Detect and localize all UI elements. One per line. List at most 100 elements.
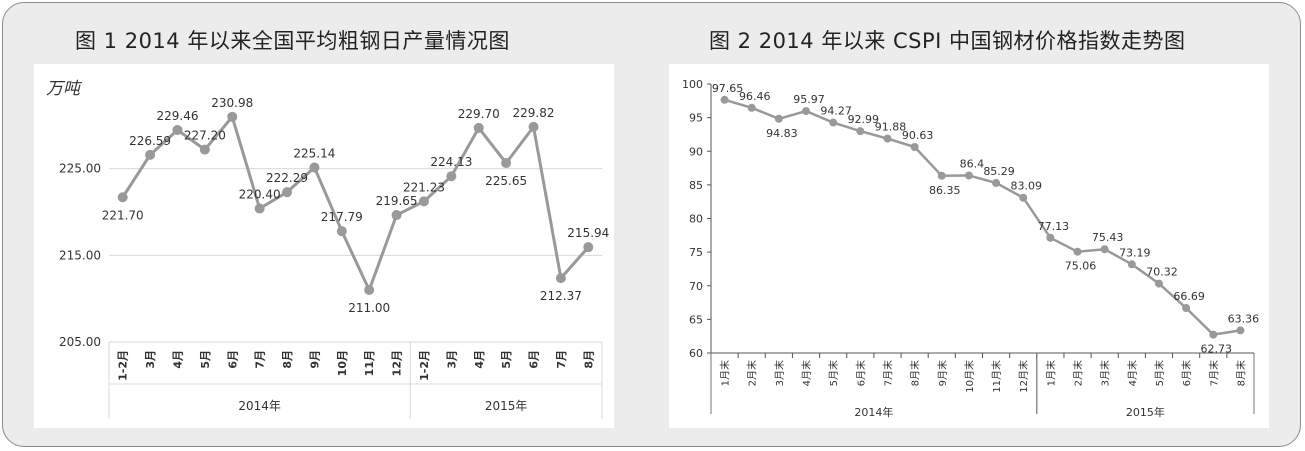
chart2-data-label: 90.63 [902, 129, 934, 142]
chart2-y-tick-label: 95 [689, 112, 703, 125]
chart2-data-label: 96.46 [739, 90, 771, 103]
chart1-x-tick-label: 12月 [391, 350, 404, 376]
chart1-x-tick-label: 4月 [473, 350, 486, 369]
chart1-x-tick-label: 4月 [171, 350, 184, 369]
chart1-data-point [117, 192, 128, 203]
chart2-data-label: 66.69 [1173, 290, 1205, 303]
chart1-data-label: 219.65 [376, 194, 418, 208]
chart1-unit-label: 万吨 [46, 79, 83, 99]
chart1-x-tick-label: 8月 [582, 350, 595, 369]
chart2-data-label: 94.83 [766, 127, 798, 140]
chart2-y-tick-label: 85 [689, 179, 703, 192]
chart1-title: 图 1 2014 年以来全国平均粗钢日产量情况图 [75, 29, 510, 53]
chart2-x-tick-label: 2月末 [1072, 360, 1085, 386]
chart1-x-tick-label: 1-2月 [418, 350, 431, 381]
chart2-data-label: 75.43 [1092, 231, 1124, 244]
chart2-group-label: 2014年 [854, 405, 893, 419]
chart2-x-tick-label: 6月末 [854, 360, 867, 386]
chart2-data-point [883, 134, 892, 143]
chart1-data-label: 217.79 [321, 210, 363, 224]
chart1-data-point [555, 273, 566, 284]
chart2-x-tick-label: 9月末 [936, 360, 949, 386]
chart1-data-point [583, 242, 594, 253]
chart2-data-label: 92.99 [848, 113, 880, 126]
chart2-data-point [720, 95, 729, 104]
chart2-group-label: 2015年 [1126, 405, 1165, 419]
chart2-x-tick-label: 5月末 [1153, 360, 1166, 386]
chart2-x-tick-label: 3月末 [773, 360, 786, 386]
chart2-data-point [1154, 279, 1163, 288]
chart2-x-tick-label: 4月末 [800, 360, 813, 386]
chart1-data-label: 225.65 [485, 174, 527, 188]
chart1-data-label: 225.14 [293, 146, 335, 160]
chart2-data-point [964, 171, 973, 180]
chart1-data-point [227, 111, 238, 122]
chart1-x-tick-label: 5月 [199, 350, 212, 369]
chart1-y-tick-label: 215.00 [59, 248, 101, 262]
chart1-x-tick-label: 10月 [336, 350, 349, 376]
chart2-data-label: 97.65 [712, 82, 744, 95]
chart1-data-point [391, 210, 402, 221]
chart2-x-tick-label: 6月末 [1180, 360, 1193, 386]
chart2-data-label: 75.06 [1065, 260, 1097, 273]
chart1-data-point [473, 122, 484, 133]
chart2-data-label: 94.27 [820, 105, 852, 118]
chart2-data-point [802, 107, 811, 116]
chart1-data-label: 226.59 [129, 134, 171, 148]
chart2-data-label: 77.13 [1038, 220, 1070, 233]
chart2-y-tick-label: 60 [689, 347, 703, 360]
chart2-data-label: 91.88 [875, 121, 907, 134]
chart1-series-line [121, 113, 590, 294]
chart2-data-point [747, 103, 756, 112]
chart1-x-tick-label: 5月 [500, 350, 513, 369]
chart1-data-label: 224.13 [430, 155, 472, 169]
chart2-x-tick-label: 8月末 [1234, 360, 1247, 386]
chart2-data-point [1073, 247, 1082, 256]
chart1-data-label: 220.40 [239, 188, 281, 202]
chart1-data-point [282, 187, 293, 198]
chart2-x-tick-label: 1月末 [719, 360, 732, 386]
chart2-panel: 60 65 70 75 80 85 90 95 100 2014年 2015年 1月末 2月末 3月末 4月… [669, 64, 1269, 428]
chart1-data-point [364, 285, 375, 295]
chart1-data-label: 222.29 [266, 171, 308, 185]
chart2-x-tick-label: 3月末 [1099, 360, 1112, 386]
chart2-x-tick-label: 11月末 [990, 360, 1003, 393]
chart2-x-tick-label: 7月末 [1207, 360, 1220, 386]
chart2-x-tick-label: 5月末 [827, 360, 840, 386]
chart2-data-point [1100, 245, 1109, 254]
chart2-data-point [774, 114, 783, 123]
chart1-data-point [145, 149, 156, 160]
chart1-x-tick-label: 7月 [555, 350, 568, 369]
chart1-x-tick-label: 11月 [363, 350, 376, 376]
chart2-data-point [910, 143, 919, 152]
chart2-data-label: 86.35 [929, 184, 961, 197]
chart2-data-point [1127, 260, 1136, 269]
chart2-data-label: 63.36 [1228, 312, 1260, 325]
chart1-data-point [254, 203, 265, 214]
chart2-x-tick-label: 12月末 [1017, 360, 1030, 393]
chart2-x-tick-label: 10月末 [963, 360, 976, 393]
chart2-y-tick-label: 100 [682, 78, 703, 91]
chart1-data-point [501, 158, 512, 169]
chart2-data-label: 83.09 [1010, 180, 1042, 193]
chart2-data-point [829, 118, 838, 127]
chart2-data-label: 85.29 [983, 165, 1015, 178]
chart1-group-label: 2014年 [238, 399, 281, 413]
chart1-data-label: 221.70 [102, 208, 144, 222]
chart1-data-point [172, 125, 183, 136]
chart1-data-label: 229.82 [513, 106, 555, 120]
chart2-data-point [1209, 330, 1218, 339]
chart1-data-label: 229.70 [458, 107, 500, 121]
chart2-y-tick-label: 75 [689, 246, 703, 259]
chart2-data-label: 70.32 [1146, 266, 1178, 279]
chart1-y-tick-label: 225.00 [59, 162, 101, 176]
chart2-data-point [1182, 304, 1191, 313]
chart1-data-label: 230.98 [211, 96, 253, 110]
chart1-panel: 万吨 205.00 215.00 225.00 2014年 2015年 1-2月 3月 4月 5月… [34, 64, 614, 428]
chart1-x-tick-label: 1-2月 [117, 350, 130, 381]
chart1-y-tick-label: 205.00 [59, 335, 101, 349]
chart1-data-label: 221.23 [403, 180, 445, 194]
chart1-data-point [528, 121, 539, 132]
chart1-x-tick-label: 3月 [144, 350, 157, 369]
chart1-data-point [199, 144, 210, 155]
